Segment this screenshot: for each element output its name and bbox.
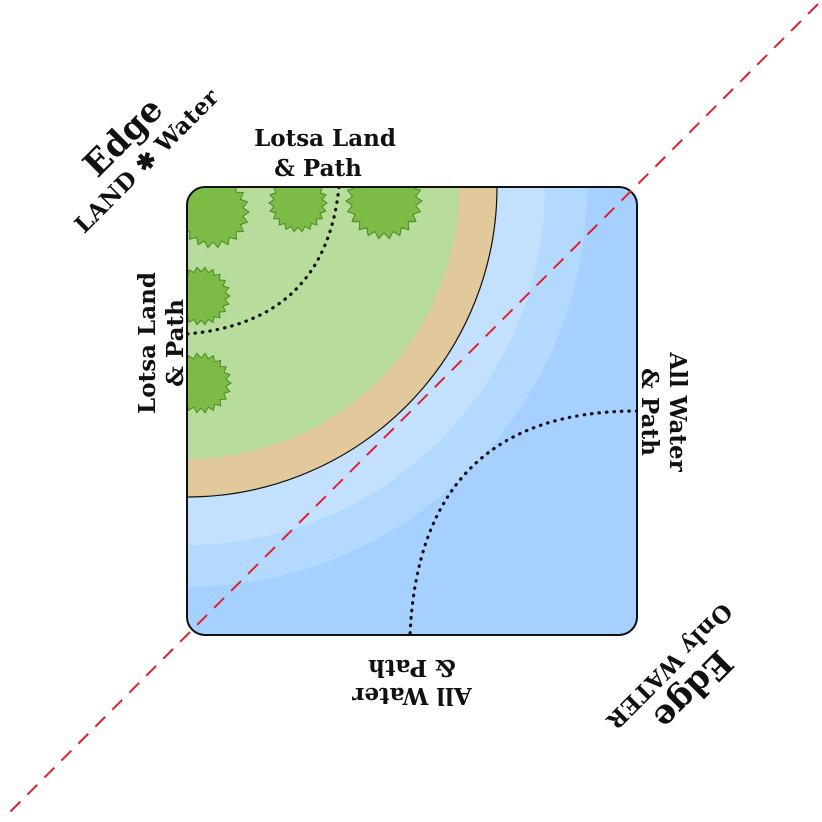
- land-area: [187, 187, 459, 459]
- tree-group: [187, 187, 423, 414]
- top-side-line1: Lotsa Land: [254, 125, 396, 152]
- tile: [187, 187, 637, 635]
- top-side-line2: & Path: [274, 155, 362, 182]
- side-label-top: Lotsa Land & Path: [254, 125, 396, 182]
- side-label-left: Lotsa Land & Path: [134, 272, 189, 414]
- bottom-side-line2: & Path: [368, 654, 456, 681]
- left-side-line1: Lotsa Land: [134, 272, 161, 414]
- tile-outline: [186, 186, 638, 636]
- right-side-line1: All Water: [664, 351, 691, 472]
- water-path: [408, 409, 637, 635]
- tree-icon: [268, 187, 328, 233]
- tree-icon: [187, 187, 250, 249]
- bottom-side-line1: All Water: [351, 682, 472, 709]
- tree-icon: [187, 352, 232, 414]
- tree-icon: [187, 266, 231, 326]
- right-side-line2: & Path: [636, 368, 663, 456]
- left-side-line2: & Path: [162, 299, 189, 387]
- side-label-right: All Water & Path: [636, 351, 691, 472]
- tree-icon: [345, 187, 423, 240]
- side-label-bottom: All Water & Path: [351, 654, 472, 709]
